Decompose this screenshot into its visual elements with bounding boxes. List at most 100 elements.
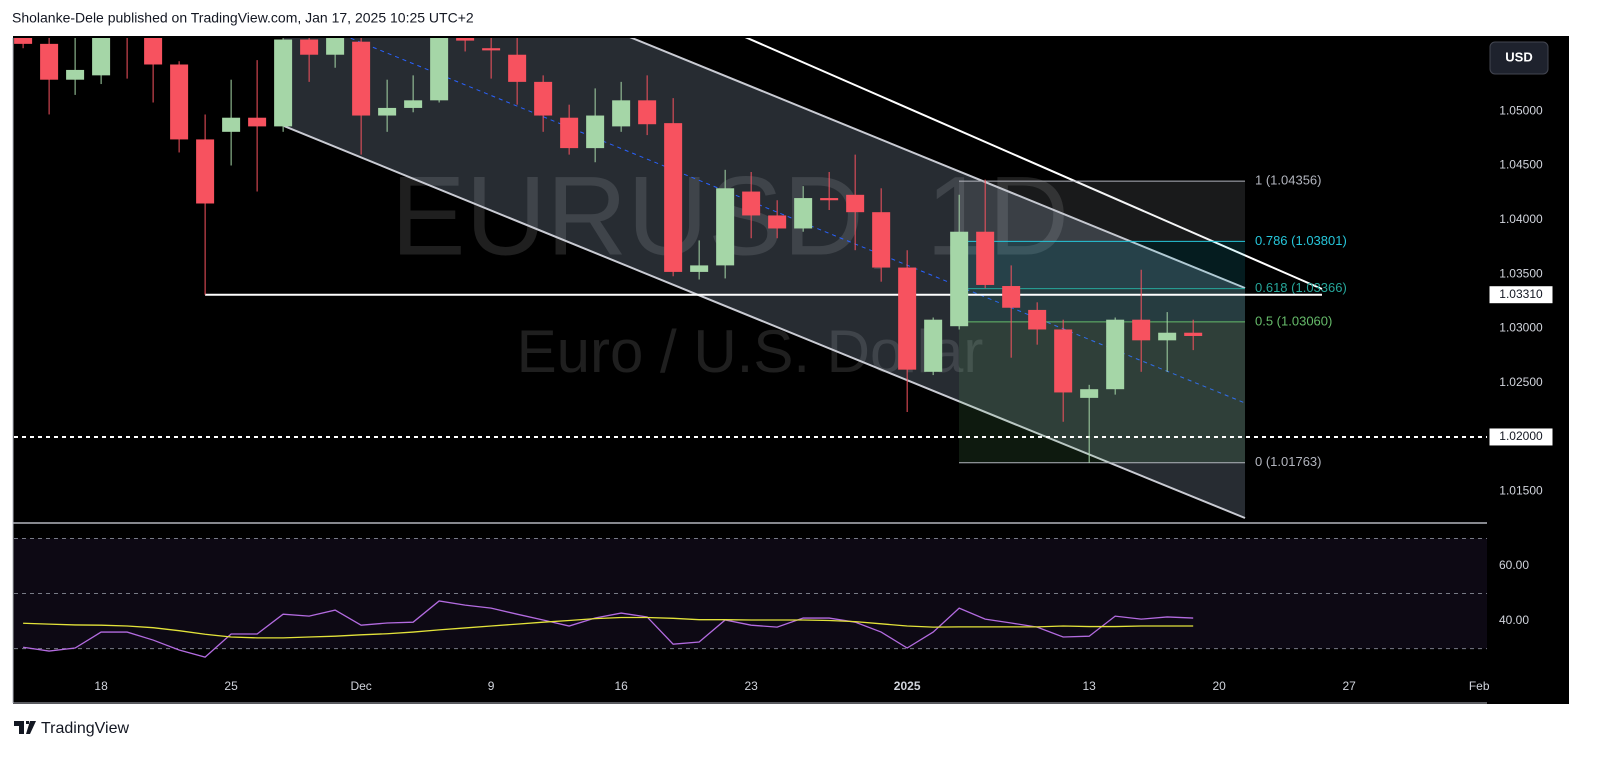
price-badge bbox=[1488, 285, 1554, 305]
candle-body bbox=[534, 81, 553, 116]
channel-lower bbox=[283, 125, 1246, 519]
candle-body bbox=[274, 39, 293, 127]
fib-label: 1 (1.04356) bbox=[1255, 173, 1322, 188]
y-tick-label: 1.04000 bbox=[1499, 212, 1543, 226]
candle-body bbox=[482, 48, 501, 51]
channel-fill bbox=[284, 38, 1245, 518]
candle-body bbox=[1158, 332, 1177, 341]
candle-body bbox=[196, 139, 215, 204]
currency-button[interactable] bbox=[1489, 41, 1549, 75]
candle-body bbox=[586, 115, 605, 149]
x-tick-label: 2025 bbox=[894, 679, 921, 693]
fib-label: 0.786 (1.03801) bbox=[1255, 233, 1347, 248]
price-lines bbox=[14, 293, 1487, 438]
candle-body bbox=[300, 39, 319, 55]
channel-upper bbox=[629, 38, 1246, 289]
candle-body bbox=[404, 100, 423, 108]
x-tick-label: 23 bbox=[744, 679, 758, 693]
fib-band bbox=[959, 321, 1245, 463]
fib-label: 0.5 (1.03060) bbox=[1255, 313, 1332, 328]
fib-label: 0 (1.01763) bbox=[1255, 454, 1322, 469]
footer-logo: TradingView bbox=[14, 720, 129, 737]
candle-body bbox=[170, 64, 189, 140]
y-tick-label: 1.02500 bbox=[1499, 375, 1543, 389]
fib-label: 0.618 (1.03366) bbox=[1255, 280, 1347, 295]
candle-body bbox=[508, 54, 527, 82]
x-tick-label: 13 bbox=[1082, 679, 1096, 693]
x-tick-label: 18 bbox=[94, 679, 108, 693]
candle-body bbox=[872, 212, 891, 268]
rsi-pane bbox=[14, 538, 1487, 658]
candle-body bbox=[1184, 332, 1203, 336]
candle-body bbox=[144, 38, 163, 65]
currency-button-label[interactable]: USD bbox=[1505, 49, 1532, 64]
candle-body bbox=[924, 319, 943, 372]
candle-body bbox=[1002, 286, 1021, 308]
x-tick-label: Feb bbox=[1469, 679, 1490, 693]
axes: 1.05000 1.04500 1.04000 1.03500 1.03000 1.025… bbox=[94, 103, 1554, 693]
publisher-line: Sholanke-Dele published on TradingView.c… bbox=[12, 10, 474, 26]
main-pane: EURUSD, 1D Euro / U.S. Dollar 1 (1.04356… bbox=[14, 38, 1487, 519]
x-tick-label: 25 bbox=[224, 679, 238, 693]
candle-body bbox=[326, 38, 345, 55]
candle-body bbox=[14, 38, 33, 44]
rsi-tick-label: 60.00 bbox=[1499, 558, 1529, 572]
candle-body bbox=[768, 215, 787, 229]
candle-body bbox=[40, 43, 59, 80]
candle-body bbox=[1080, 389, 1099, 398]
fib-band bbox=[959, 181, 1245, 242]
candle-body bbox=[846, 194, 865, 213]
candle-body bbox=[612, 100, 631, 127]
x-tick-label: 9 bbox=[488, 679, 495, 693]
trend-line bbox=[744, 38, 1323, 290]
candle-body bbox=[664, 123, 683, 272]
candle-body bbox=[66, 69, 85, 80]
candle-body bbox=[222, 117, 241, 132]
candle-body bbox=[92, 38, 111, 76]
candle-body bbox=[976, 231, 995, 285]
channel-mid bbox=[348, 38, 1246, 404]
candle-body bbox=[950, 231, 969, 327]
rsi-tick-label: 40.00 bbox=[1499, 613, 1529, 627]
candle-body bbox=[1132, 319, 1151, 341]
candle-body bbox=[560, 117, 579, 149]
x-tick-label: 27 bbox=[1343, 679, 1357, 693]
candle-body bbox=[794, 198, 813, 229]
candle-body bbox=[378, 107, 397, 116]
candle-body bbox=[820, 198, 839, 201]
rsi-line bbox=[23, 616, 1194, 639]
price-badge-label: 1.02000 bbox=[1499, 429, 1543, 443]
price-badge bbox=[1488, 427, 1554, 447]
candle-body bbox=[430, 38, 449, 101]
candle-body bbox=[898, 267, 917, 370]
footer-brand: TradingView bbox=[41, 720, 129, 737]
chart-background bbox=[13, 36, 1569, 704]
candle-body bbox=[1054, 329, 1073, 393]
y-tick-label: 1.03000 bbox=[1499, 321, 1543, 335]
x-tick-label: Dec bbox=[350, 679, 371, 693]
price-badge-label: 1.03310 bbox=[1499, 287, 1543, 301]
x-tick-label: 20 bbox=[1213, 679, 1227, 693]
rsi-line bbox=[23, 600, 1194, 658]
fib-band bbox=[959, 288, 1245, 322]
fib-retracement: 1 (1.04356) 0.786 (1.03801) 0.618 (1.03366… bbox=[959, 173, 1347, 469]
candle-body bbox=[1028, 309, 1047, 330]
y-tick-label: 1.04500 bbox=[1499, 158, 1543, 172]
fib-band bbox=[959, 241, 1245, 289]
candle-body bbox=[248, 117, 267, 127]
y-tick-label: 1.05000 bbox=[1499, 103, 1543, 117]
logo-icon bbox=[14, 721, 36, 734]
candle-body bbox=[456, 38, 475, 41]
candle-body bbox=[1106, 319, 1125, 390]
candle-body bbox=[638, 100, 657, 125]
y-tick-label: 1.01500 bbox=[1499, 483, 1543, 497]
candle-body bbox=[716, 188, 735, 266]
candles bbox=[14, 38, 1203, 463]
x-tick-label: 16 bbox=[614, 679, 628, 693]
y-tick-label: 1.03500 bbox=[1499, 266, 1543, 280]
candle-body bbox=[742, 191, 761, 216]
candle-body bbox=[352, 41, 371, 116]
candle-body bbox=[690, 265, 709, 272]
